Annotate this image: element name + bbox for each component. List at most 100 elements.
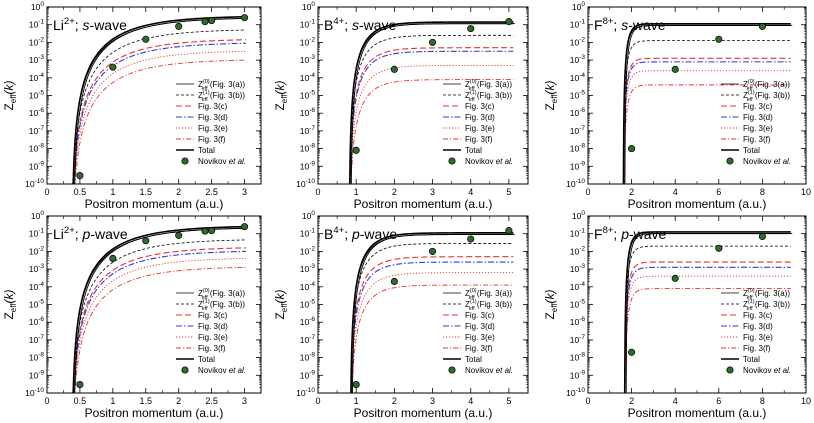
curve-f: [350, 284, 514, 393]
y-tick-label: 10-10: [296, 387, 315, 398]
legend-swatch-novikov: [448, 157, 456, 165]
y-axis-label: Zeff(k): [273, 289, 289, 319]
y-tick-label: 10-7: [29, 334, 45, 345]
novikov-point: [76, 381, 84, 389]
y-tick-label: 10-2: [570, 245, 586, 256]
y-tick-label: 10-4: [29, 281, 45, 292]
legend-label-e: Fig. 3(e): [465, 124, 495, 133]
y-tick-label: 10-5: [570, 299, 586, 310]
y-tick-label: 10-6: [29, 107, 45, 118]
novikov-point: [628, 348, 636, 356]
novikov-point: [467, 235, 475, 243]
novikov-point: [142, 35, 150, 43]
curve-z1: [624, 245, 791, 393]
legend-label-z1: Z(1) eff (Fig. 3(b)): [198, 90, 245, 103]
legend-label-d: Fig. 3(d): [743, 113, 773, 122]
novikov-point: [390, 65, 398, 73]
x-tick-label: 1.5: [140, 187, 153, 197]
curve-e: [72, 50, 247, 184]
y-tick-label: 10-9: [570, 160, 586, 171]
legend-label-z0: Z(0) eff (Fig. 3(a)): [198, 288, 245, 301]
y-tick-label: 10-10: [566, 387, 585, 398]
y-tick-label: 100: [572, 210, 585, 221]
legend-label-f: Fig. 3(f): [743, 344, 771, 353]
y-tick-label: 10-1: [300, 19, 316, 30]
legend-label-z0: Z(0) eff (Fig. 3(a)): [743, 79, 790, 92]
legend-label-novikov: Novikov et al.: [198, 366, 246, 375]
curve-z1: [72, 239, 247, 393]
y-tick-label: 10-2: [300, 245, 316, 256]
curve-d: [72, 42, 247, 184]
legend-label-e: Fig. 3(e): [465, 333, 495, 342]
novikov-point: [142, 237, 150, 245]
legend-label-z0: Z(0) eff (Fig. 3(a)): [465, 288, 512, 301]
curves: [350, 232, 515, 393]
novikov-point: [352, 146, 360, 154]
x-tick-label: 10: [801, 396, 811, 406]
curve-total: [623, 231, 791, 393]
panel-title: B4+; s-wave: [324, 16, 397, 33]
novikov-point: [467, 25, 475, 33]
legend-label-f: Fig. 3(f): [198, 344, 226, 353]
novikov-point: [428, 247, 437, 255]
x-tick-label: 0: [44, 187, 49, 197]
novikov-point: [505, 18, 513, 26]
legend-swatch-novikov: [181, 366, 189, 374]
y-tick-label: 10-6: [29, 316, 45, 327]
novikov-point: [715, 35, 723, 43]
novikov-point: [628, 145, 636, 153]
curves: [623, 231, 793, 393]
legend: Z(0) eff (Fig. 3(a))Z(1) eff (Fig. 3(b))Fi…: [176, 79, 246, 166]
x-tick-label: 3: [242, 396, 247, 406]
y-tick-label: 10-5: [29, 299, 45, 310]
x-axis-label: Positron momentum (a.u.): [628, 406, 767, 420]
legend-label-z1: Z(1) eff (Fig. 3(b)): [743, 299, 790, 312]
novikov-point: [76, 172, 84, 180]
curve-z1: [623, 40, 791, 184]
panel-b-p-wave: 10-1010-910-810-710-610-510-410-310-210-…: [273, 210, 529, 420]
y-tick-label: 10-2: [300, 36, 316, 47]
novikov-point: [109, 254, 117, 262]
curve-total: [72, 225, 247, 393]
novikov-point: [240, 14, 249, 22]
legend-label-f: Fig. 3(f): [198, 135, 226, 144]
y-tick-label: 10-10: [566, 178, 585, 189]
y-tick-label: 10-3: [300, 263, 316, 274]
legend-label-d: Fig. 3(d): [465, 113, 495, 122]
y-tick-label: 10-8: [570, 352, 586, 363]
legend-label-c: Fig. 3(c): [198, 311, 228, 320]
legend-label-total: Total: [465, 355, 482, 364]
panel-li-s-wave: 10-1010-910-810-710-610-510-410-310-210-…: [2, 1, 262, 211]
y-tick-label: 10-9: [29, 160, 45, 171]
legend-label-c: Fig. 3(c): [465, 311, 495, 320]
legend-swatch-novikov: [726, 366, 734, 374]
y-tick-label: 10-1: [300, 228, 316, 239]
curve-d: [623, 61, 791, 184]
novikov-point: [109, 63, 117, 71]
y-tick-label: 10-6: [570, 107, 586, 118]
y-tick-label: 10-10: [25, 178, 44, 189]
legend-label-z1: Z(1) eff (Fig. 3(b)): [465, 299, 512, 312]
curve-total-inner: [352, 233, 515, 393]
y-tick-label: 10-9: [29, 369, 45, 380]
legend-label-d: Fig. 3(d): [198, 113, 228, 122]
curve-d: [350, 261, 514, 393]
legend-label-total: Total: [198, 146, 215, 155]
novikov-point: [428, 38, 437, 46]
y-tick-label: 10-2: [29, 245, 45, 256]
curve-total: [72, 15, 247, 184]
y-tick-label: 10-6: [300, 316, 316, 327]
x-tick-label: 2: [629, 187, 634, 197]
legend: Z(0) eff (Fig. 3(a))Z(1) eff (Fig. 3(b))Fi…: [176, 288, 246, 375]
y-tick-label: 10-5: [570, 90, 586, 101]
legend: Z(0) eff (Fig. 3(a))Z(1) eff (Fig. 3(b))Fi…: [721, 288, 791, 375]
legend-label-total: Total: [743, 355, 760, 364]
x-axis-label: Positron momentum (a.u.): [354, 406, 493, 420]
x-tick-label: 2.5: [205, 396, 218, 406]
legend-label-novikov: Novikov et al.: [198, 157, 246, 166]
novikov-point: [758, 232, 766, 240]
curve-f: [72, 266, 247, 393]
novikov-point: [671, 274, 679, 282]
curve-c: [624, 261, 791, 393]
x-tick-label: 8: [760, 396, 765, 406]
